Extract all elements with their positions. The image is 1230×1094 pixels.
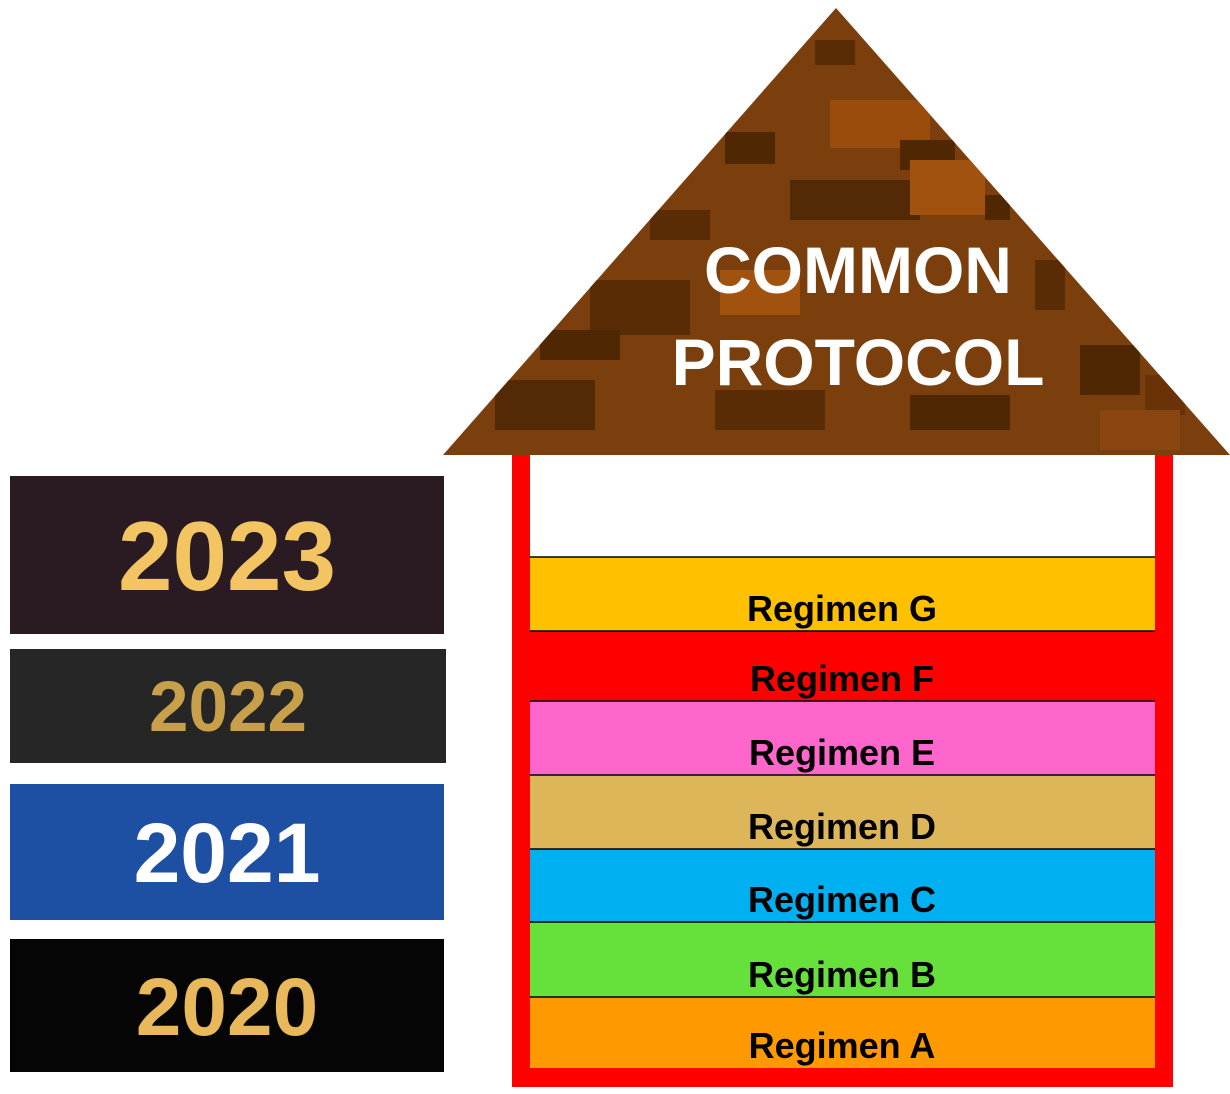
roof: COMMON PROTOCOL bbox=[443, 8, 1230, 455]
year-label: 2022 bbox=[149, 668, 307, 747]
regimen-label: Regimen B bbox=[748, 954, 936, 995]
roof-title: COMMON bbox=[704, 233, 1012, 307]
diagram: 2023202220212020 Regimen GRegimen FRegim… bbox=[0, 0, 1230, 1089]
house: Regimen G Regimen F Regimen E Regimen D Regi… bbox=[512, 450, 1173, 1087]
roof-title: PROTOCOL bbox=[672, 325, 1045, 399]
year-label: 2023 bbox=[118, 501, 336, 611]
page: 2023202220212020 Regimen GRegimen FRegim… bbox=[0, 0, 1230, 1089]
regimen-label: Regimen G bbox=[747, 588, 937, 629]
regimen-label: Regimen E bbox=[749, 732, 935, 773]
year-label: 2020 bbox=[136, 962, 318, 1053]
regimen-label: Regimen F bbox=[750, 658, 934, 699]
year-images: 2023 2022 2021 2020 bbox=[10, 476, 446, 1072]
regimen-stack: Regimen G Regimen F Regimen E Regimen D Regi… bbox=[530, 557, 1155, 1068]
regimen-label: Regimen C bbox=[748, 879, 936, 920]
regimen-label: Regimen D bbox=[748, 806, 936, 847]
year-label: 2021 bbox=[134, 806, 321, 900]
regimen-label: Regimen A bbox=[749, 1025, 936, 1066]
